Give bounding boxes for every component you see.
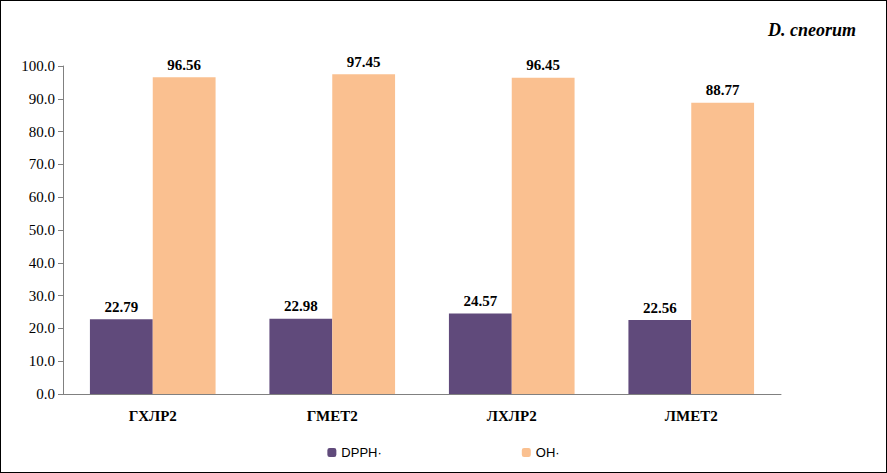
- svg-text:24.57: 24.57: [463, 293, 497, 309]
- svg-text:96.56: 96.56: [167, 57, 201, 73]
- svg-text:70.0: 70.0: [29, 156, 55, 172]
- svg-text:DPPH·: DPPH·: [341, 445, 381, 460]
- svg-text:D. cneorum: D. cneorum: [767, 20, 856, 40]
- svg-text:60.0: 60.0: [29, 189, 55, 205]
- svg-text:0.0: 0.0: [36, 386, 55, 402]
- svg-text:96.45: 96.45: [526, 57, 560, 73]
- svg-text:10.0: 10.0: [29, 353, 55, 369]
- svg-text:22.56: 22.56: [643, 300, 677, 316]
- svg-text:OH·: OH·: [536, 445, 560, 460]
- svg-text:22.98: 22.98: [284, 298, 318, 314]
- svg-text:88.77: 88.77: [706, 82, 740, 98]
- svg-text:ГХЛР2: ГХЛР2: [129, 408, 177, 424]
- svg-text:22.79: 22.79: [104, 299, 138, 315]
- svg-text:20.0: 20.0: [29, 320, 55, 336]
- svg-text:ЛМЕТ2: ЛМЕТ2: [665, 408, 718, 424]
- svg-text:90.0: 90.0: [29, 91, 55, 107]
- svg-text:80.0: 80.0: [29, 124, 55, 140]
- svg-text:ГМЕТ2: ГМЕТ2: [307, 408, 358, 424]
- svg-text:100.0: 100.0: [21, 58, 55, 74]
- svg-text:30.0: 30.0: [29, 288, 55, 304]
- svg-text:ЛХЛР2: ЛХЛР2: [487, 408, 537, 424]
- svg-text:97.45: 97.45: [347, 54, 381, 70]
- svg-text:50.0: 50.0: [29, 222, 55, 238]
- svg-text:40.0: 40.0: [29, 255, 55, 271]
